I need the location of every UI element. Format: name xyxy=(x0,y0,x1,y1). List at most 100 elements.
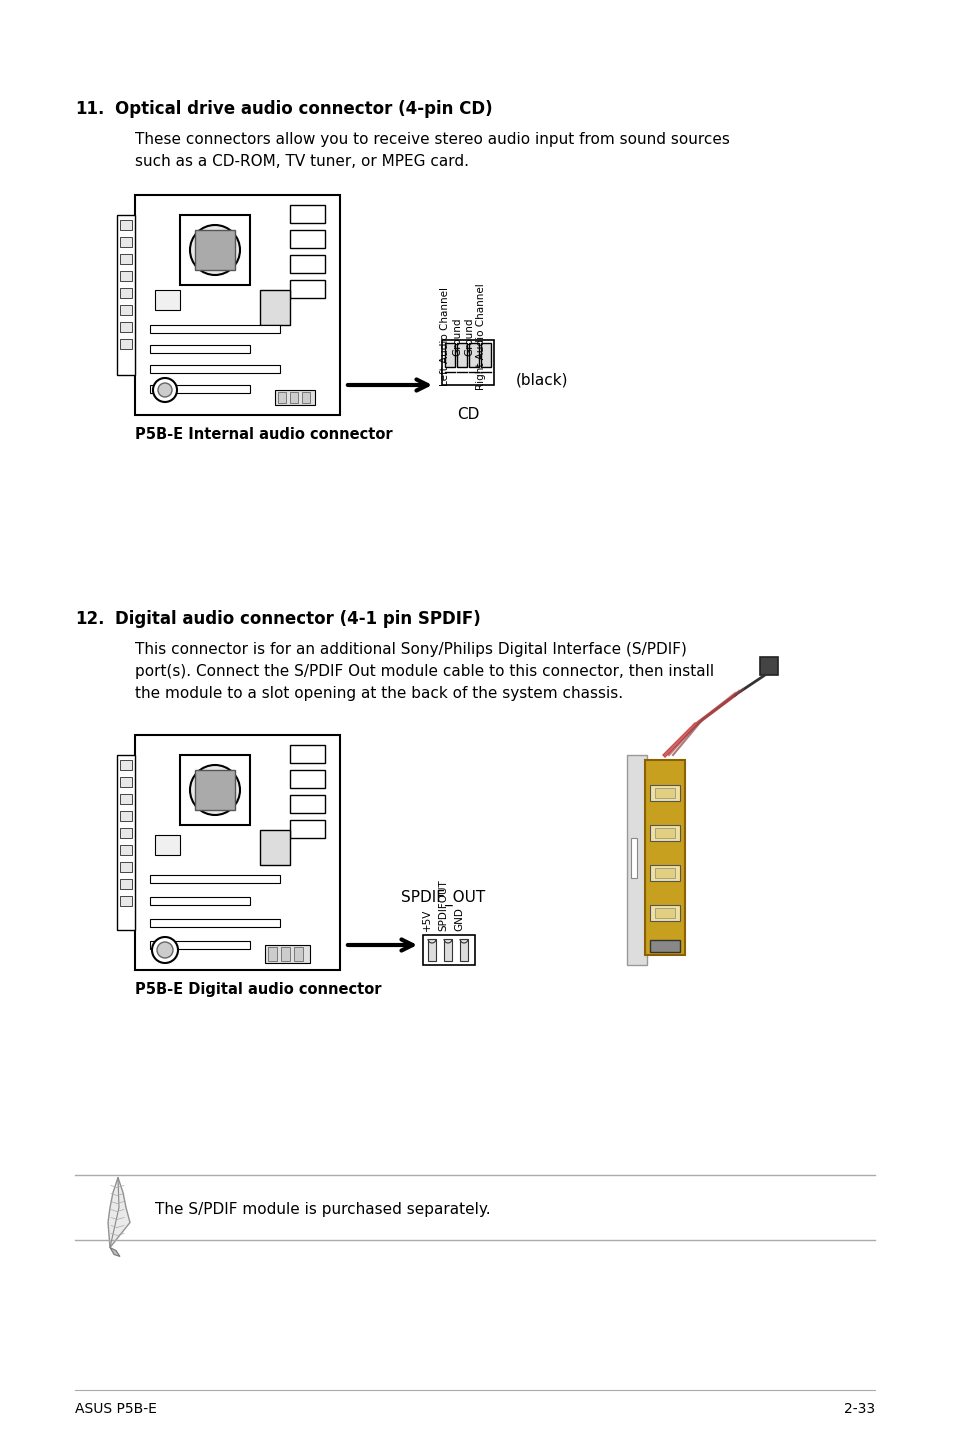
Text: 11.: 11. xyxy=(75,101,104,118)
Text: SPDIFOUT: SPDIFOUT xyxy=(437,879,448,930)
Text: Digital audio connector (4-1 pin SPDIF): Digital audio connector (4-1 pin SPDIF) xyxy=(115,610,480,628)
Bar xyxy=(480,344,491,367)
Text: These connectors allow you to receive stereo audio input from sound sources: These connectors allow you to receive st… xyxy=(135,132,729,147)
Bar xyxy=(290,255,325,273)
Circle shape xyxy=(158,383,172,397)
Bar xyxy=(120,270,132,280)
Text: Ground: Ground xyxy=(452,318,461,357)
Circle shape xyxy=(190,224,240,275)
Text: 12.: 12. xyxy=(75,610,105,628)
Text: Left Audio Channel: Left Audio Channel xyxy=(439,288,450,387)
Bar xyxy=(120,220,132,230)
Bar xyxy=(120,811,132,821)
Bar xyxy=(626,755,646,965)
Circle shape xyxy=(157,942,172,958)
Circle shape xyxy=(152,378,177,403)
Bar xyxy=(120,339,132,349)
Text: such as a CD-ROM, TV tuner, or MPEG card.: such as a CD-ROM, TV tuner, or MPEG card… xyxy=(135,154,469,170)
Bar xyxy=(120,322,132,332)
Bar xyxy=(655,788,675,798)
Bar xyxy=(120,288,132,298)
Polygon shape xyxy=(108,1178,130,1248)
Bar xyxy=(120,761,132,769)
Bar xyxy=(150,325,280,334)
Bar xyxy=(290,745,325,764)
Bar xyxy=(135,735,339,971)
Bar xyxy=(649,905,679,920)
Bar xyxy=(443,939,452,961)
Bar xyxy=(120,305,132,315)
Circle shape xyxy=(190,765,240,815)
Bar xyxy=(150,385,250,393)
Bar xyxy=(441,339,494,385)
Bar xyxy=(120,255,132,265)
Bar xyxy=(150,897,250,905)
Bar xyxy=(649,866,679,881)
Text: Ground: Ground xyxy=(463,318,474,357)
Bar xyxy=(281,948,290,961)
Bar xyxy=(649,785,679,801)
Bar xyxy=(290,206,325,223)
Bar xyxy=(120,794,132,804)
Bar xyxy=(150,940,250,949)
Bar xyxy=(120,777,132,787)
Text: GND: GND xyxy=(454,907,463,930)
Circle shape xyxy=(196,232,233,267)
Text: port(s). Connect the S/PDIF Out module cable to this connector, then install: port(s). Connect the S/PDIF Out module c… xyxy=(135,664,714,679)
Circle shape xyxy=(152,938,178,963)
Polygon shape xyxy=(110,1248,120,1257)
Bar xyxy=(456,344,467,367)
Bar xyxy=(428,939,436,961)
Text: P5B-E Digital audio connector: P5B-E Digital audio connector xyxy=(135,982,381,997)
Bar xyxy=(120,896,132,906)
Bar xyxy=(302,393,310,403)
Bar xyxy=(194,230,234,270)
Bar xyxy=(120,828,132,838)
Bar xyxy=(274,390,314,406)
Text: The S/PDIF module is purchased separately.: The S/PDIF module is purchased separatel… xyxy=(154,1202,490,1217)
Bar xyxy=(260,290,290,325)
Text: ASUS P5B-E: ASUS P5B-E xyxy=(75,1402,156,1416)
Bar xyxy=(117,216,135,375)
Bar xyxy=(630,837,637,877)
Bar xyxy=(655,907,675,917)
Bar xyxy=(180,755,250,825)
Bar xyxy=(268,948,276,961)
Bar xyxy=(290,769,325,788)
Bar xyxy=(290,393,297,403)
Bar xyxy=(120,879,132,889)
Bar xyxy=(150,345,250,352)
Text: 2-33: 2-33 xyxy=(843,1402,874,1416)
Bar xyxy=(655,869,675,879)
Bar xyxy=(260,830,290,866)
Bar xyxy=(180,216,250,285)
Bar xyxy=(422,935,475,965)
Bar xyxy=(649,940,679,952)
Bar xyxy=(120,846,132,856)
Circle shape xyxy=(196,772,233,808)
Text: Optical drive audio connector (4-pin CD): Optical drive audio connector (4-pin CD) xyxy=(115,101,492,118)
Bar xyxy=(649,825,679,841)
Bar xyxy=(290,820,325,838)
Bar xyxy=(117,755,135,930)
Text: This connector is for an additional Sony/Philips Digital Interface (S/PDIF): This connector is for an additional Sony… xyxy=(135,641,686,657)
Bar xyxy=(294,948,303,961)
Bar xyxy=(459,939,468,961)
Bar xyxy=(135,196,339,416)
Bar xyxy=(277,393,286,403)
Text: (black): (black) xyxy=(516,372,568,387)
Bar xyxy=(194,769,234,810)
Text: the module to a slot opening at the back of the system chassis.: the module to a slot opening at the back… xyxy=(135,686,622,700)
Bar xyxy=(444,344,455,367)
Text: CD: CD xyxy=(456,407,478,421)
Bar xyxy=(290,280,325,298)
Text: +5V: +5V xyxy=(421,909,432,930)
Bar xyxy=(290,795,325,812)
Bar xyxy=(644,761,684,955)
Bar xyxy=(265,945,310,963)
Bar xyxy=(120,237,132,247)
Bar xyxy=(469,344,478,367)
Bar xyxy=(120,861,132,871)
Bar xyxy=(655,828,675,838)
Text: SPDIF_OUT: SPDIF_OUT xyxy=(400,890,485,906)
